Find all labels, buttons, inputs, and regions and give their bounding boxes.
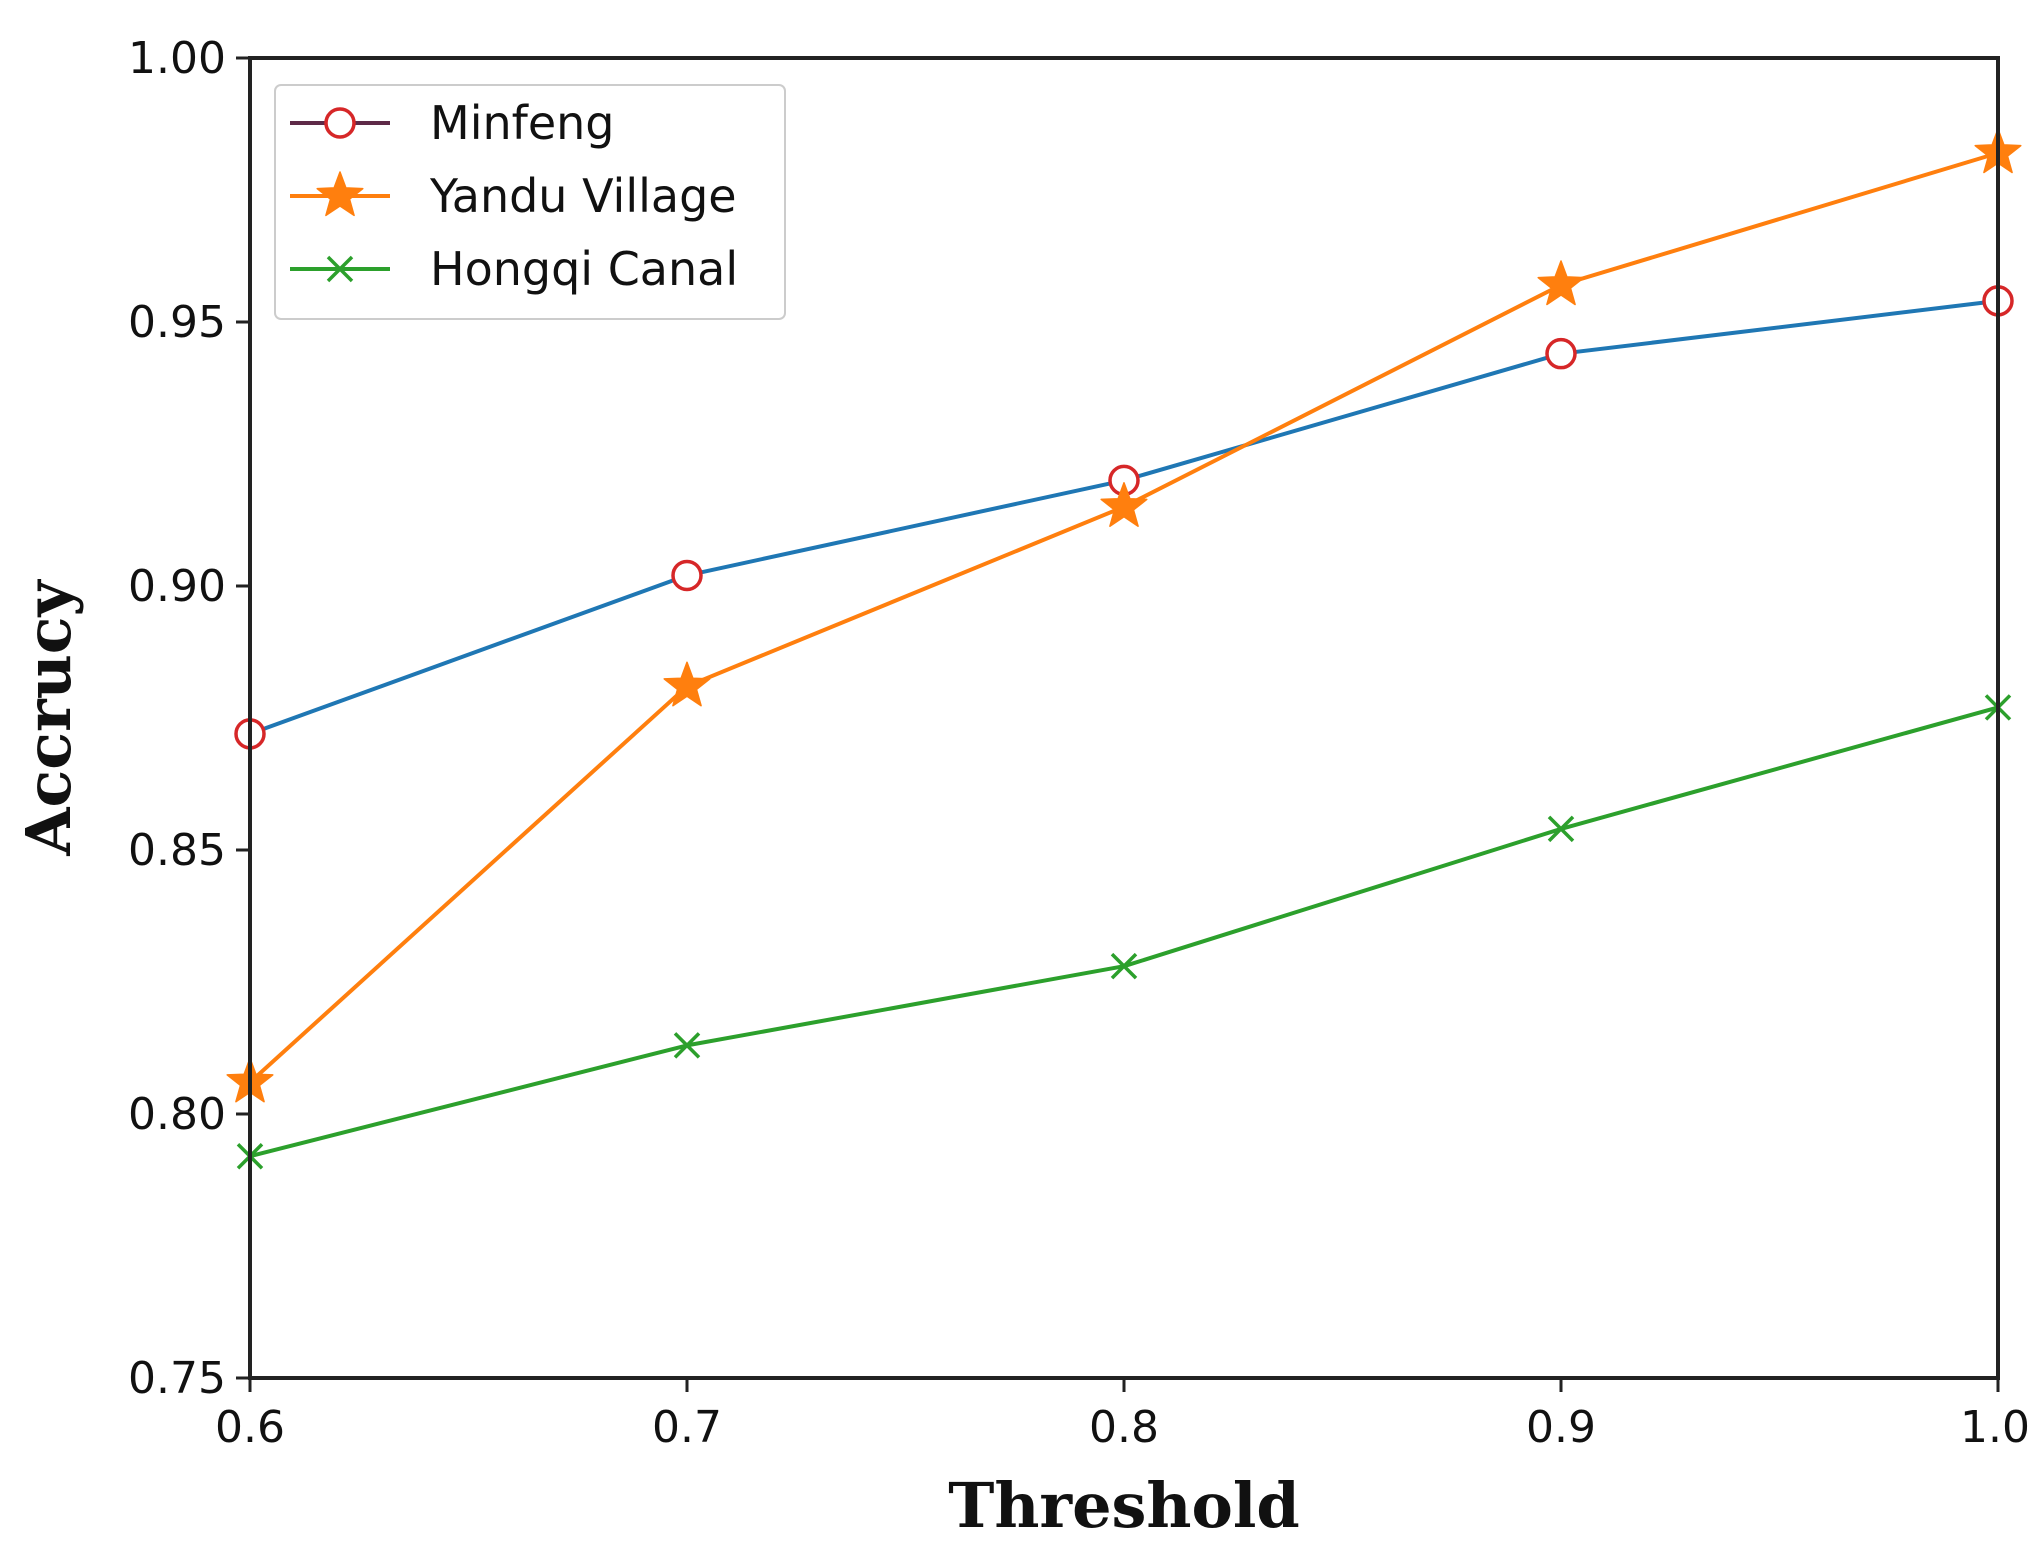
series-hongqi-canal xyxy=(236,694,2012,1170)
y-axis-title: Accrucy xyxy=(12,578,85,856)
legend-marker-yandu-village-glyph xyxy=(316,171,364,217)
x-axis-title: Threshold xyxy=(948,1469,1300,1542)
legend: Minfeng Yandu Village Hongqi Canal xyxy=(274,84,786,320)
y-tick-label: 0.95 xyxy=(128,297,226,348)
legend-marker-hongqi-canal xyxy=(326,255,354,283)
series-yandu-village xyxy=(226,128,2022,1103)
data-point-minfeng xyxy=(1545,337,1577,370)
y-tick-label: 1.00 xyxy=(128,33,226,84)
legend-label-minfeng: Minfeng xyxy=(430,96,614,150)
x-axis: 0.6 0.7 0.8 0.9 1.0 xyxy=(215,1378,2030,1453)
y-tick-label: 0.85 xyxy=(128,825,226,876)
data-point-yandu-village xyxy=(1537,260,1585,306)
legend-item-yandu-village: Yandu Village xyxy=(290,169,737,223)
legend-item-hongqi-canal: Hongqi Canal xyxy=(290,242,738,296)
y-tick-label: 0.75 xyxy=(128,1353,226,1404)
legend-label-yandu-village: Yandu Village xyxy=(429,169,737,223)
x-tick-label: 0.8 xyxy=(1089,1402,1159,1453)
series-layer xyxy=(226,128,2022,1170)
legend-label-hongqi-canal: Hongqi Canal xyxy=(430,242,738,296)
data-point-hongqi-canal xyxy=(673,1032,701,1059)
y-axis: 0.75 0.80 0.85 0.90 0.95 1.00 xyxy=(128,33,250,1404)
series-minfeng xyxy=(234,285,2014,750)
data-point-hongqi-canal xyxy=(1547,815,1575,843)
data-point-yandu-village xyxy=(663,661,711,707)
y-tick-label: 0.80 xyxy=(128,1089,226,1140)
x-tick-label: 0.7 xyxy=(652,1402,722,1453)
data-point-minfeng xyxy=(671,559,703,592)
x-tick-label: 1.0 xyxy=(1960,1402,2030,1453)
legend-marker-yandu-village xyxy=(316,171,364,217)
data-point-yandu-village xyxy=(1100,482,1148,527)
series-line-hongqi-canal xyxy=(249,705,1999,1159)
x-tick-label: 0.9 xyxy=(1526,1402,1596,1453)
data-point-hongqi-canal xyxy=(1110,952,1138,980)
x-tick-label: 0.6 xyxy=(215,1402,285,1453)
legend-marker-minfeng-glyph xyxy=(324,107,356,139)
legend-marker-minfeng xyxy=(324,107,356,139)
y-tick-label: 0.90 xyxy=(128,561,226,612)
legend-marker-hongqi-canal-glyph xyxy=(326,255,354,283)
legend-item-minfeng: Minfeng xyxy=(290,96,614,150)
legend-box xyxy=(274,84,786,320)
